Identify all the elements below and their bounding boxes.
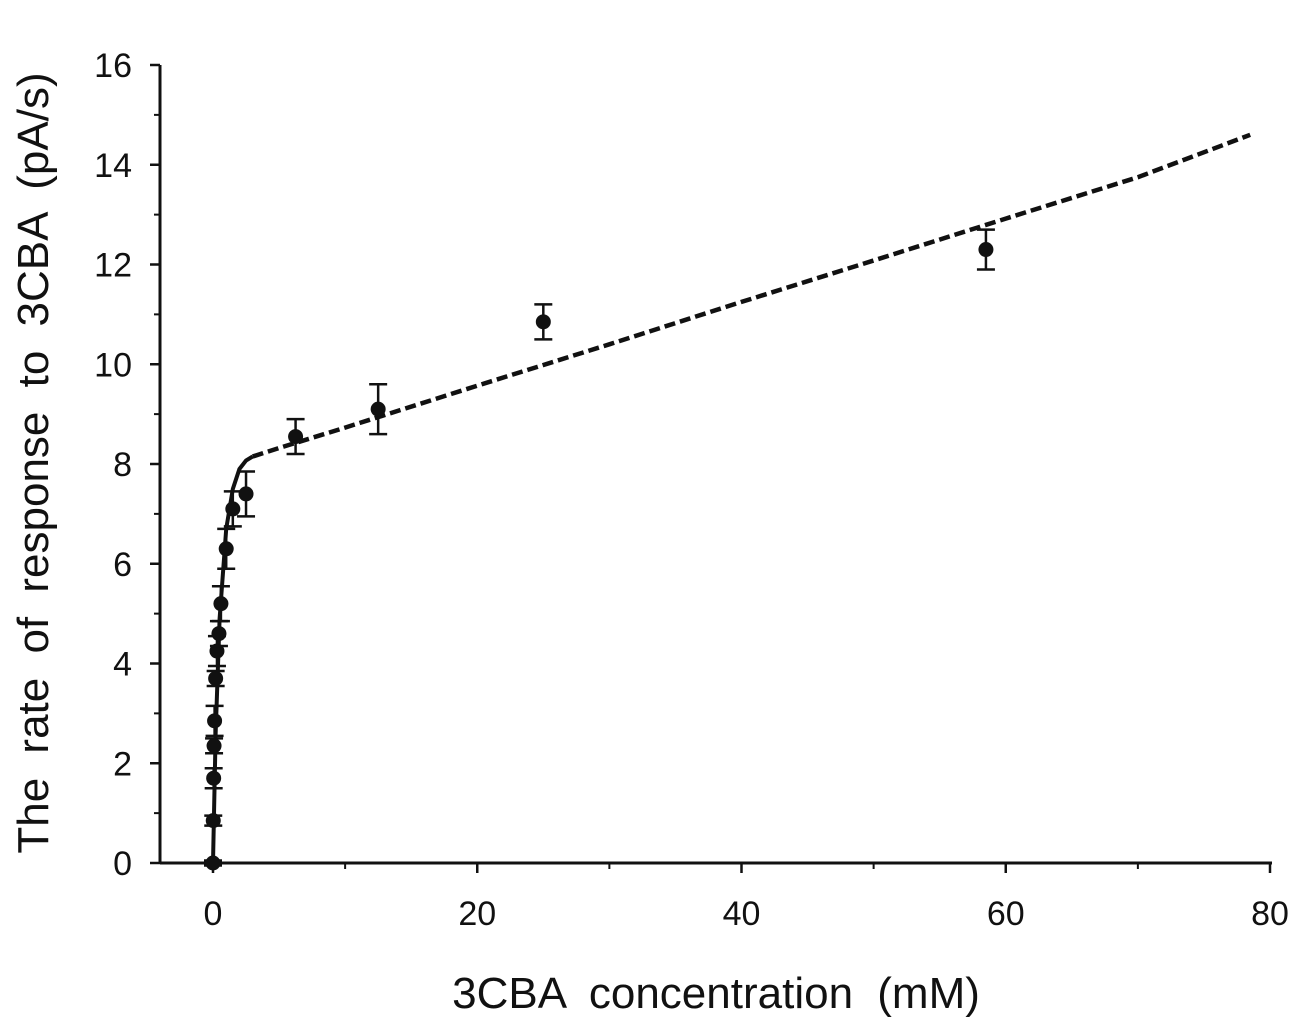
data-point: [286, 417, 305, 456]
x-axis-title: 3CBA concentration (mM): [452, 969, 980, 1018]
point-marker: [205, 813, 221, 829]
point-marker: [370, 401, 386, 417]
point-marker: [225, 501, 241, 517]
y-tick-label: 12: [94, 247, 132, 285]
data-point: [976, 228, 995, 271]
x-tick-label: 40: [723, 895, 761, 933]
data-point: [211, 584, 230, 623]
x-tick-label: 20: [458, 895, 496, 933]
point-marker: [238, 486, 254, 502]
point-marker: [535, 314, 551, 330]
data-point: [237, 470, 256, 518]
point-marker: [288, 429, 304, 445]
point-marker: [213, 596, 229, 612]
data-point: [204, 855, 222, 871]
point-marker: [206, 738, 222, 754]
y-tick-label: 16: [94, 47, 132, 85]
x-tick-label: 60: [987, 895, 1025, 933]
point-marker: [218, 541, 234, 557]
x-tick-label: 80: [1251, 895, 1289, 933]
plot-area: 0 2 4 6 8 10 12 14 16 0 20 40 60 80: [94, 47, 1289, 933]
fit-curve-dashed: [251, 132, 1251, 459]
point-marker: [207, 713, 223, 729]
point-marker: [206, 770, 222, 786]
data-points-layer: [204, 228, 995, 871]
fit-curve-layer: [211, 132, 1251, 864]
point-marker: [978, 242, 994, 258]
data-point: [369, 382, 388, 436]
data-point: [204, 766, 223, 790]
y-tick-label: 2: [113, 745, 132, 783]
data-point: [217, 527, 236, 570]
point-marker: [211, 626, 227, 642]
data-point: [206, 669, 225, 688]
point-marker: [205, 855, 221, 871]
y-tick-label: 6: [113, 546, 132, 584]
data-point: [204, 813, 223, 829]
y-axis-title: The rate of response to 3CBA (pA/s): [9, 72, 58, 853]
y-tick-label: 0: [113, 845, 132, 883]
y-tick-label: 8: [113, 446, 132, 484]
data-point: [205, 737, 224, 755]
data-point: [223, 490, 242, 528]
y-ticks: 0 2 4 6 8 10 12 14 16: [94, 47, 160, 883]
data-point: [209, 619, 228, 648]
data-point: [205, 704, 224, 738]
y-tick-label: 4: [113, 646, 132, 684]
y-tick-label: 14: [94, 147, 132, 185]
x-ticks: 0 20 40 60 80: [204, 863, 1289, 933]
y-tick-label: 10: [94, 346, 132, 384]
x-tick-label: 0: [204, 895, 223, 933]
data-point: [534, 303, 553, 341]
point-marker: [208, 670, 224, 686]
